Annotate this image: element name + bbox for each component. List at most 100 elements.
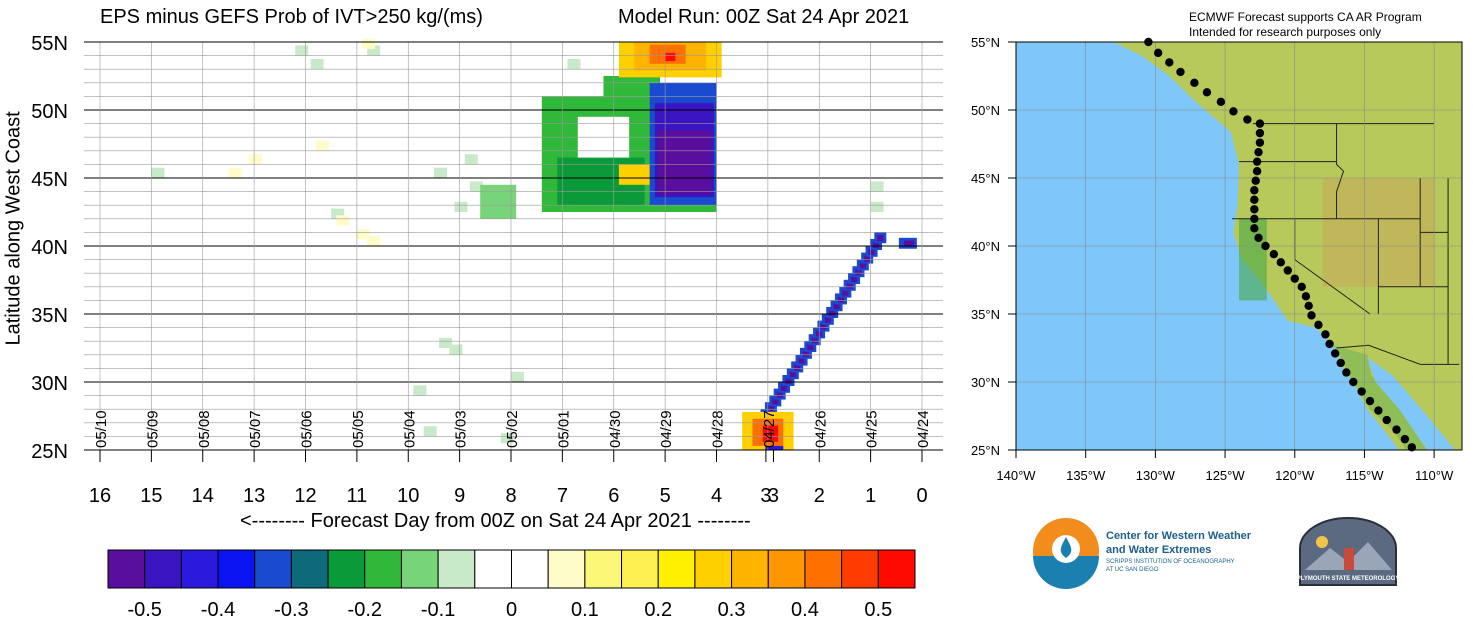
transect-point <box>1250 205 1259 214</box>
colorbar-swatch <box>217 549 256 589</box>
date-label: 04/24 <box>915 410 932 448</box>
transect-point <box>1254 233 1263 243</box>
y-tick-label: 25N <box>31 441 68 463</box>
light-green-patch <box>310 59 324 70</box>
transect-point <box>1153 48 1163 58</box>
cw3e-logo <box>1033 518 1099 589</box>
transect-point <box>1190 78 1199 88</box>
colorbar-label: -0.1 <box>421 599 455 621</box>
diagonal-band-core <box>851 276 858 282</box>
diagonal-band-core <box>829 310 836 316</box>
light-green-patch <box>331 208 345 219</box>
y-tick-label: 35N <box>31 305 68 327</box>
date-label: 05/07 <box>247 410 264 448</box>
diagonal-band-core <box>789 371 796 378</box>
transect-point <box>1229 107 1238 116</box>
transect-point <box>1252 167 1262 176</box>
colorbar-swatch <box>437 549 476 589</box>
gulf-of-california <box>1367 357 1456 450</box>
diagonal-band-core <box>781 384 788 391</box>
date-label: 04/28 <box>710 410 727 448</box>
colorbar-label: 0 <box>506 599 517 621</box>
y-tick-label: 55N <box>31 33 68 55</box>
light-yellow-patch <box>356 229 370 240</box>
x-tick-label: 0 <box>916 485 927 507</box>
colorbar-swatch <box>364 549 402 589</box>
light-green-patch <box>870 181 884 192</box>
diagonal-band-core <box>794 364 801 371</box>
transect-point <box>1165 58 1174 67</box>
x-tick-label: 8 <box>505 485 516 507</box>
x-tick-label: 13 <box>243 485 265 507</box>
x-tick-label: 3 <box>760 485 771 507</box>
map-note-ecmwf: ECMWF Forecast supports CA AR Program <box>1189 10 1422 24</box>
y-tick-label: 30N <box>31 373 68 395</box>
map-lon-label: 125°W <box>1205 468 1245 483</box>
colorbar-swatch <box>731 549 769 589</box>
light-green-patch <box>433 167 447 178</box>
psu-logo: PLYMOUTH STATE METEOROLOGY <box>1297 517 1399 586</box>
transect-point <box>1382 415 1391 425</box>
light-yellow-patch <box>315 140 329 151</box>
transect-point <box>1202 88 1212 97</box>
map-lon-label: 140°W <box>996 468 1036 483</box>
colorbar-label: 0.5 <box>864 599 892 621</box>
transect-point <box>1255 138 1265 147</box>
light-yellow-patch <box>248 154 262 165</box>
diagonal-band-core <box>842 289 849 296</box>
transect-point <box>1307 311 1316 320</box>
diagonal-band-core <box>846 282 853 289</box>
colorbar-swatch <box>144 549 182 589</box>
transect-point <box>1330 349 1340 358</box>
colorbar-swatch <box>767 549 806 589</box>
diagonal-band-core <box>824 316 831 323</box>
transect-point <box>1176 67 1185 77</box>
diagonal-band-core <box>837 296 844 303</box>
cw3e-sub-line2: AT UC SAN DIEGO <box>1106 567 1159 573</box>
map-note-research: Intended for research purposes only <box>1189 25 1382 39</box>
y-tick-label: 50N <box>31 101 68 123</box>
x-tick-label: 2 <box>814 485 825 507</box>
map-lon-label: 115°W <box>1345 468 1384 483</box>
colorbar-swatch <box>584 549 623 589</box>
date-label: 05/09 <box>144 410 161 448</box>
map-lat-label: 25°N <box>971 443 1000 458</box>
west-coast-map: 55°N 50°N 45°N 40°N 35°N 30°N 25°N 140°W 135°W 13… <box>971 35 1463 483</box>
blue-south <box>765 445 784 450</box>
transect-point <box>1357 387 1366 396</box>
transect-point <box>1407 443 1417 452</box>
transect-point <box>1216 97 1226 107</box>
cw3e-sub-line1: SCRIPPS INSTITUTION OF OCEANOGRAPHY <box>1106 559 1235 565</box>
sun-icon <box>1316 536 1328 548</box>
colorbar-label: 0.1 <box>571 599 599 621</box>
colorbar-swatch <box>877 549 916 589</box>
map-lon-label: 135°W <box>1066 468 1106 483</box>
colorbar-swatch <box>107 549 146 589</box>
diagonal-band-core <box>811 337 818 344</box>
light-yellow-patch <box>228 167 242 178</box>
x-tick-label: 10 <box>397 485 419 507</box>
colorbar-label: 0.2 <box>644 599 672 621</box>
x-tick-label: 4 <box>711 485 722 507</box>
transect-point <box>1283 266 1292 275</box>
transect-point <box>1365 396 1375 406</box>
transect-point <box>1251 176 1260 185</box>
colorbar-label: 0.3 <box>718 599 746 621</box>
diagonal-band-core <box>772 398 779 405</box>
coastal-valley <box>1239 218 1267 301</box>
colorbar-label: -0.3 <box>274 599 308 621</box>
purple-spot-day0 <box>904 240 915 246</box>
light-green-patch <box>413 385 427 396</box>
x-tick-label: 7 <box>557 485 568 507</box>
red-south <box>762 425 779 442</box>
transect-point <box>1349 377 1358 387</box>
x-axis-label: <-------- Forecast Day from 00Z on Sat 2… <box>240 510 751 532</box>
date-label: 04/25 <box>864 410 881 448</box>
diagonal-band-core <box>877 235 884 242</box>
light-green-patch <box>454 201 468 212</box>
transect-point <box>1254 147 1263 157</box>
baja-peninsula <box>1333 345 1428 450</box>
diagonal-band-core <box>833 303 840 310</box>
light-green-patch <box>423 426 437 437</box>
colorbar-swatch <box>547 549 586 589</box>
